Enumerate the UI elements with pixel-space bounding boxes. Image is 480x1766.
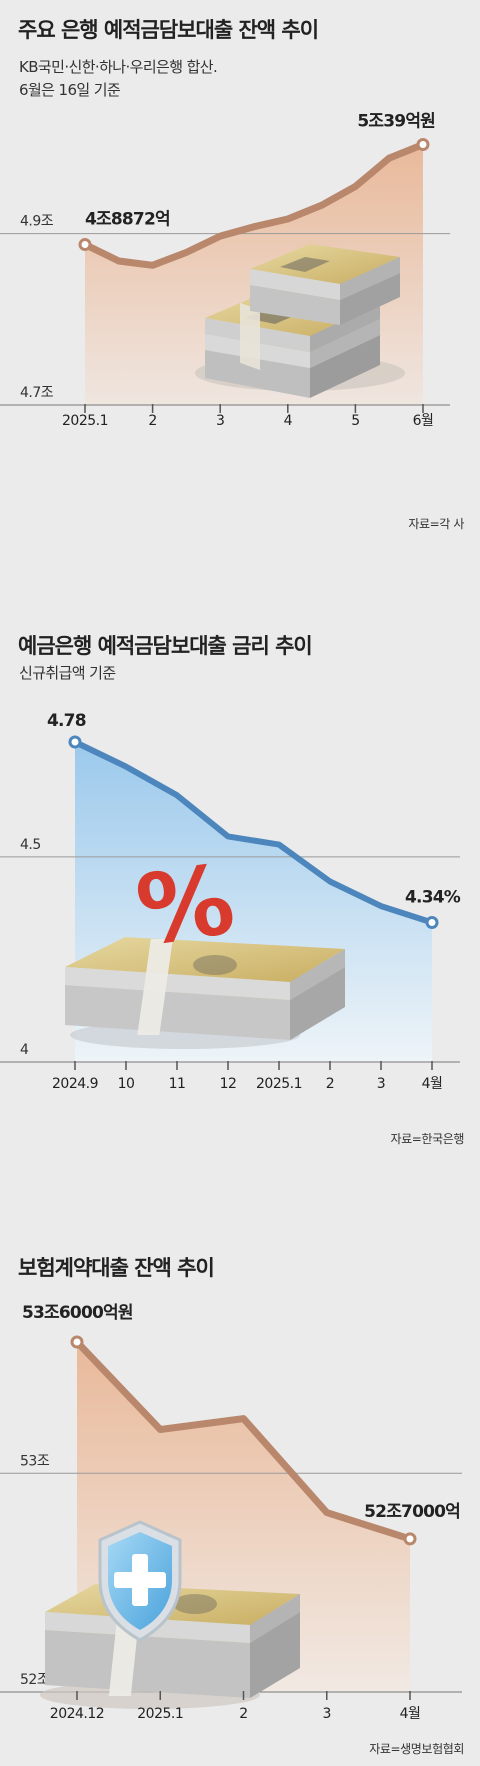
data-value-label: 4.78 xyxy=(47,711,86,731)
chart1-line xyxy=(81,141,427,269)
data-point-marker xyxy=(416,138,430,152)
data-value-label: 4조8872억 xyxy=(85,210,170,230)
x-tick-label: 2 xyxy=(148,413,156,429)
banknote-stack-illustration xyxy=(195,244,405,398)
x-tick-label: 2025.1 xyxy=(256,1076,302,1092)
x-tick-label: 4월 xyxy=(400,1706,421,1722)
chart3-title: 보험계약대출 잔액 추이 xyxy=(18,1256,215,1280)
x-tick-label: 5 xyxy=(351,413,359,429)
chart2-subtitle-1: 신규취급액 기준 xyxy=(19,664,116,682)
chart1-subtitle-2: 6월은 16일 기준 xyxy=(19,81,121,99)
shield-money-illustration xyxy=(40,1520,300,1709)
chart2-svg: 4.5 4 % 4.78 4.34% 2024.9 10 11 12 2025.1 2 3 4월 xyxy=(0,711,462,1092)
x-tick-label: 2024.12 xyxy=(50,1706,104,1722)
x-tick-label: 6월 xyxy=(413,413,434,429)
chart1-svg: 4.9조 4.7조 xyxy=(0,112,450,429)
y-tick-label: 4 xyxy=(20,1042,29,1058)
chart1-subtitle-1: KB국민·신한·하나·우리은행 합산. xyxy=(19,58,218,76)
chart1-source: 자료=각 사 xyxy=(408,517,464,531)
chart3-source: 자료=생명보험협회 xyxy=(369,1742,464,1756)
data-point-marker xyxy=(70,1335,84,1349)
data-point-marker xyxy=(425,916,439,930)
y-tick-label: 4.7조 xyxy=(20,385,54,401)
x-tick-label: 2 xyxy=(326,1076,334,1092)
x-tick-label: 2 xyxy=(239,1706,247,1722)
data-point-marker xyxy=(403,1532,417,1546)
chart2-source: 자료=한국은행 xyxy=(390,1132,465,1146)
shield-icon xyxy=(98,1520,182,1642)
data-value-label: 52조7000억 xyxy=(364,1502,460,1522)
x-tick-label: 10 xyxy=(118,1076,135,1092)
x-tick-label: 2025.1 xyxy=(62,413,108,429)
x-tick-label: 4 xyxy=(284,413,293,429)
x-tick-label: 11 xyxy=(169,1076,186,1092)
percent-money-illustration: % xyxy=(65,843,345,1049)
data-value-label: 53조6000억원 xyxy=(22,1303,133,1323)
data-point-marker xyxy=(68,735,82,749)
chart3-svg: 53조 52조 53조6000억원 52조7000억 xyxy=(0,1303,462,1722)
x-tick-label: 3 xyxy=(216,413,224,429)
data-value-label: 5조39억원 xyxy=(357,112,435,132)
x-tick-label: 3 xyxy=(323,1706,331,1722)
x-tick-label: 2025.1 xyxy=(137,1706,183,1722)
y-tick-label: 4.9조 xyxy=(20,214,54,230)
x-tick-label: 3 xyxy=(377,1076,385,1092)
data-value-label: 4.34% xyxy=(405,888,461,908)
chart2-title: 예금은행 예적금담보대출 금리 추이 xyxy=(18,634,313,658)
x-tick-label: 2024.9 xyxy=(52,1076,98,1092)
y-tick-label: 4.5 xyxy=(20,837,41,853)
chart3-line xyxy=(73,1338,414,1543)
x-tick-label: 4월 xyxy=(422,1076,443,1092)
chart1-title: 주요 은행 예적금담보대출 잔액 추이 xyxy=(18,18,319,42)
y-tick-label: 52조 xyxy=(20,1672,50,1688)
chart2-line xyxy=(72,739,435,926)
x-tick-label: 12 xyxy=(220,1076,237,1092)
y-tick-label: 53조 xyxy=(20,1453,50,1469)
data-point-marker xyxy=(78,238,92,252)
percent-symbol-illustration: % xyxy=(130,843,241,967)
